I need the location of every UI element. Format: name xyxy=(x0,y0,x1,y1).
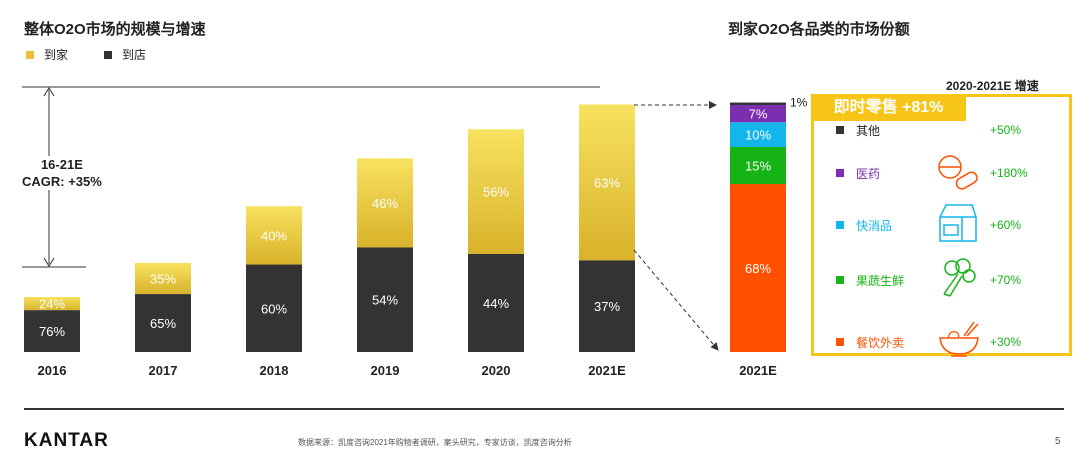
bar-daodian-2021E xyxy=(579,260,635,352)
category-swatch xyxy=(836,338,844,346)
label-daojia-2016: 24% xyxy=(39,297,65,312)
label-daodian-2020: 44% xyxy=(483,296,509,311)
left-chart-title: 整体O2O市场的规模与增速 xyxy=(24,21,206,38)
bar-daodian-2020 xyxy=(468,253,524,352)
bars-group: 24% 76% 2016 35% 65% 2017 40% 60% 2018 46% 54% 2019… xyxy=(24,104,635,378)
legend-label-daodian: 到店 xyxy=(122,48,147,62)
category-row-fresh: 果蔬生鲜 +70% xyxy=(836,258,1066,297)
bar-daojia-2019 xyxy=(357,158,413,248)
category-growth: +70% xyxy=(990,273,1022,287)
year-label-2016: 2016 xyxy=(38,363,67,378)
share-segment-餐饮外卖 xyxy=(730,184,786,352)
label-daojia-2020: 56% xyxy=(483,185,509,200)
source-note: 数据来源：凯度咨询2021年购物者调研，案头研究，专家访谈，凯度咨询分析 xyxy=(298,438,572,447)
bar-daodian-2019 xyxy=(357,247,413,352)
right-chart-title: 到家O2O各品类的市场份额 xyxy=(728,21,910,38)
label-daodian-2021E: 37% xyxy=(594,299,620,314)
label-daojia-2017: 35% xyxy=(150,271,176,286)
category-growth: +60% xyxy=(990,218,1022,232)
category-name: 餐饮外卖 xyxy=(856,335,905,350)
label-daojia-2019: 46% xyxy=(372,196,398,211)
share-segment-其他 xyxy=(730,102,786,105)
bar-daojia-2017 xyxy=(135,262,191,295)
category-name: 果蔬生鲜 xyxy=(856,273,905,288)
category-swatch xyxy=(836,276,844,284)
category-swatch xyxy=(836,221,844,229)
share-label-快消品: 10% xyxy=(745,128,771,143)
bar-daodian-2018 xyxy=(246,264,302,352)
broccoli-icon xyxy=(943,258,976,297)
cagr-value: CAGR: +35% xyxy=(22,174,102,189)
share-label-医药: 7% xyxy=(749,107,768,122)
category-swatch xyxy=(836,169,844,177)
year-label-2019: 2019 xyxy=(371,363,400,378)
legend: 到家 到店 xyxy=(26,46,182,63)
chart-canvas: 24% 76% 2016 35% 65% 2017 40% 60% 2018 46% 54% 2019… xyxy=(22,86,808,378)
category-swatch xyxy=(836,126,844,134)
label-daodian-2019: 54% xyxy=(372,293,398,308)
category-name: 快消品 xyxy=(856,218,893,233)
label-daodian-2018: 60% xyxy=(261,301,287,316)
category-row-medicine: 医药 +180% xyxy=(836,155,1066,190)
share-segment-果蔬生鲜 xyxy=(730,146,786,185)
legend-label-daojia: 到家 xyxy=(44,48,69,62)
kantar-logo: KANTAR xyxy=(24,430,109,451)
page-number: 5 xyxy=(1055,436,1061,447)
bar-daojia-2021E xyxy=(579,104,635,261)
label-daodian-2017: 65% xyxy=(150,316,176,331)
share-bar-group: 68% 15% 10% 7% 1% 2021E xyxy=(730,96,808,378)
legend-item-daojia: 到家 xyxy=(26,46,68,63)
year-label-2021E: 2021E xyxy=(588,363,626,378)
category-growth: +180% xyxy=(990,166,1028,180)
category-growth: +30% xyxy=(990,335,1022,349)
year-label-2018: 2018 xyxy=(260,363,289,378)
share-year-label: 2021E xyxy=(739,363,777,378)
milk-carton-icon xyxy=(939,204,977,242)
growth-header: 2020-2021E 增速 xyxy=(946,79,1039,93)
footer-divider xyxy=(24,408,1064,410)
category-name: 其他 xyxy=(856,123,881,138)
share-label-餐饮外卖: 68% xyxy=(745,261,771,276)
category-growth: +50% xyxy=(990,123,1022,137)
noodle-bowl-icon xyxy=(939,321,979,357)
legend-swatch-daodian xyxy=(104,50,113,59)
category-row-food-delivery: 餐饮外卖 +30% xyxy=(836,321,1066,357)
label-daodian-2016: 76% xyxy=(39,324,65,339)
connector-bottom xyxy=(633,249,719,351)
share-segment-快消品 xyxy=(730,122,786,147)
label-daojia-2018: 40% xyxy=(261,228,287,243)
bar-daojia-2018 xyxy=(246,206,302,265)
cagr-period: 16-21E xyxy=(40,157,83,172)
year-label-2017: 2017 xyxy=(149,363,178,378)
category-name: 医药 xyxy=(856,166,881,181)
year-label-2020: 2020 xyxy=(482,363,511,378)
pills-icon xyxy=(938,155,978,190)
bar-daodian-2017 xyxy=(135,294,191,352)
share-label-其他: 1% xyxy=(790,96,808,110)
cagr-arrow-up xyxy=(43,87,55,97)
share-segment-医药 xyxy=(730,105,786,123)
bar-daojia-2016 xyxy=(24,297,80,311)
label-daojia-2021E: 63% xyxy=(594,175,620,190)
bar-daojia-2020 xyxy=(468,129,524,254)
cagr-annotation: 16-21E CAGR: +35% xyxy=(22,156,102,190)
category-row-other: 其他 +50% xyxy=(836,120,1066,140)
legend-swatch-daojia xyxy=(26,50,34,59)
cagr-arrow-down xyxy=(43,257,55,267)
instant-retail-label: 即时零售 +81% xyxy=(811,94,966,121)
bar-daodian-2016 xyxy=(24,310,80,352)
share-label-果蔬生鲜: 15% xyxy=(745,159,771,174)
legend-item-daodian: 到店 xyxy=(104,46,146,63)
category-row-fmcg: 快消品 +60% xyxy=(836,204,1066,242)
